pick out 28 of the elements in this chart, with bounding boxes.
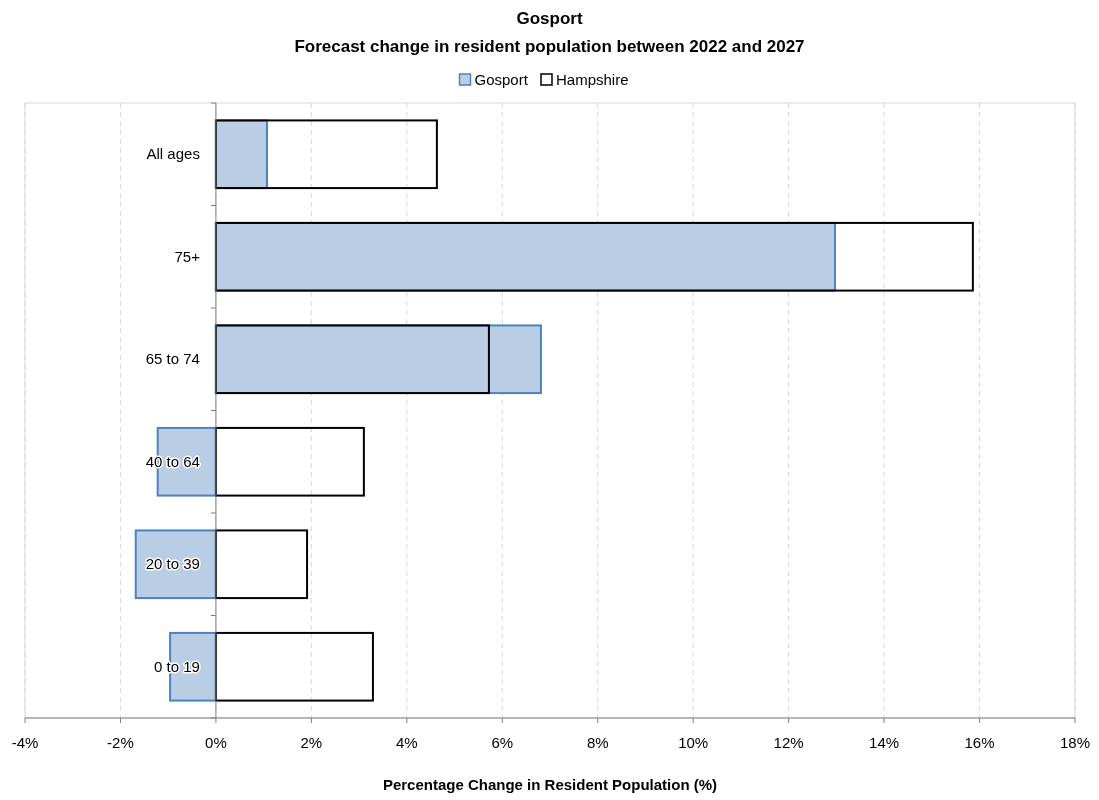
bar [214, 324, 490, 395]
y-tick-label: 20 to 39 [145, 555, 200, 573]
x-tick-label: 16% [964, 734, 995, 751]
bar [214, 119, 438, 190]
y-tick-label: 0 to 19 [154, 657, 200, 675]
x-tick-label: 10% [678, 734, 709, 751]
chart-title: Gosport [516, 9, 583, 28]
x-tick-label: 8% [586, 734, 609, 751]
chart-subtitle: Forecast change in resident population between 2022 and 2027 [294, 37, 805, 56]
x-tick-label: -2% [107, 734, 134, 751]
x-tick-label: 4% [395, 734, 418, 751]
x-tick-label: 18% [1059, 734, 1091, 751]
x-tick-label: 2% [300, 734, 323, 751]
bar [214, 221, 974, 292]
y-tick-label: 65 to 74 [145, 350, 200, 368]
x-tick-label: 0% [205, 734, 227, 751]
bar [214, 221, 836, 292]
x-tick-label: 6% [491, 734, 514, 751]
y-tick-label: 75+ [174, 247, 201, 265]
bar [214, 119, 268, 190]
x-tick-label: 14% [869, 734, 900, 751]
legend-label: Hampshire [556, 71, 629, 88]
legend-label: Gosport [474, 71, 529, 88]
x-axis-title: Percentage Change in Resident Population (%) [382, 776, 718, 793]
x-tick-label: 12% [773, 734, 804, 751]
y-tick-label: All ages [146, 145, 200, 163]
x-tick-label: -4% [11, 734, 39, 751]
bar [214, 324, 542, 395]
